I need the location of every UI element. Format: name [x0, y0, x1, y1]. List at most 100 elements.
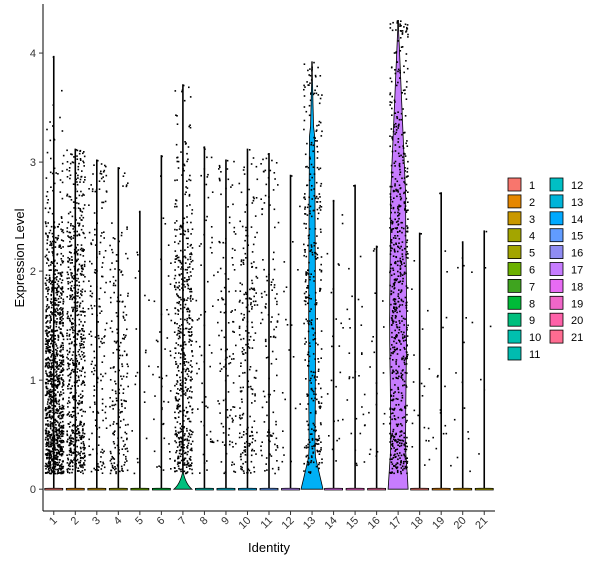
legend-key-5: [507, 245, 522, 260]
legend-key-3: [507, 211, 522, 226]
x-tick-label: 17: [387, 515, 404, 532]
points-4: [109, 167, 129, 475]
legend-label-17: 17: [571, 265, 583, 277]
legend-label-10: 10: [529, 332, 541, 344]
points-21: [478, 230, 492, 455]
y-tick-label: 1: [30, 375, 36, 387]
points-13: [303, 61, 323, 474]
violin-18: [410, 232, 430, 491]
points-9: [216, 159, 237, 475]
legend-label-13: 13: [571, 197, 583, 209]
x-tick-label: 11: [259, 515, 276, 532]
y-axis-title: Expression Level: [12, 208, 27, 307]
x-tick-label: 5: [133, 515, 146, 528]
violin-7: [172, 84, 194, 490]
violin-6: [151, 155, 171, 491]
violin-15: [345, 184, 365, 491]
x-tick-label: 7: [176, 515, 189, 528]
y-tick-label: 2: [30, 266, 36, 278]
violin-14: [324, 199, 343, 491]
x-tick-label: 18: [409, 515, 426, 532]
x-tick-label: 14: [323, 515, 340, 532]
legend-key-20: [549, 312, 564, 327]
points-5: [131, 211, 150, 475]
y-tick-label: 0: [30, 484, 36, 496]
legend-key-4: [507, 228, 522, 243]
points-19: [432, 192, 452, 467]
x-tick-label: 12: [279, 515, 296, 532]
points-18: [411, 233, 431, 466]
x-tick-label: 15: [344, 515, 361, 532]
legend-key-8: [507, 295, 522, 310]
points-6: [152, 155, 173, 471]
legend-label-9: 9: [529, 315, 535, 327]
x-tick-label: 13: [301, 515, 318, 532]
legend-label-5: 5: [529, 248, 535, 260]
x-ticks: 1 2 3 4 5 6 7 8 9 10 11 12 13 14 15 16 17 18 19 20 21: [47, 511, 490, 532]
legend-label-7: 7: [529, 281, 535, 293]
points-11: [260, 153, 280, 475]
legend-key-17: [549, 262, 564, 276]
legend-key-13: [549, 194, 564, 209]
x-tick-label: 8: [198, 515, 211, 528]
legend-label-3: 3: [529, 214, 535, 226]
violin-8: [195, 146, 214, 491]
legend-label-20: 20: [571, 315, 583, 327]
legend-key-16: [549, 245, 564, 260]
y-ticks: 0 1 2 3 4: [30, 48, 43, 496]
points-8: [195, 146, 215, 474]
points-3: [87, 159, 108, 474]
violin-11: [259, 152, 279, 491]
legend-label-2: 2: [529, 197, 535, 209]
legend-key-19: [549, 295, 564, 310]
legend-label-1: 1: [529, 180, 535, 192]
x-tick-label: 2: [69, 515, 82, 528]
legend-key-15: [549, 228, 564, 243]
violin-20: [453, 241, 473, 491]
points-17: [389, 20, 409, 475]
violin-13: [300, 61, 324, 490]
legend-label-6: 6: [529, 265, 535, 277]
violins: [44, 20, 494, 491]
legend-label-8: 8: [529, 298, 535, 310]
legend-key-7: [507, 278, 522, 293]
legend-key-1: [507, 177, 522, 192]
violin-12: [281, 174, 300, 491]
legend-key-18: [549, 278, 564, 293]
legend-key-9: [507, 312, 522, 327]
points-10: [238, 149, 259, 474]
violin-4: [108, 167, 128, 491]
x-tick-label: 16: [366, 515, 383, 532]
y-tick-label: 4: [30, 48, 36, 60]
points-1: [44, 56, 65, 475]
legend-label-12: 12: [571, 180, 583, 192]
violin-21: [474, 230, 494, 491]
legend-key-2: [507, 194, 522, 209]
violin-10: [238, 148, 257, 491]
x-tick-label: 3: [90, 515, 103, 528]
x-axis-title: Identity: [248, 540, 290, 555]
violin-16: [367, 245, 387, 491]
x-tick-label: 19: [430, 515, 447, 532]
x-tick-label: 9: [219, 515, 232, 528]
legend-label-18: 18: [571, 281, 583, 293]
x-tick-label: 10: [236, 515, 253, 532]
legend-key-12: [549, 177, 564, 192]
violin-19: [431, 192, 451, 491]
x-tick-label: 1: [47, 515, 60, 528]
points-15: [346, 185, 366, 467]
legend-label-21: 21: [571, 332, 583, 344]
points-14: [326, 200, 344, 462]
x-tick-label: 21: [473, 515, 490, 532]
points-2: [66, 149, 86, 475]
violin-5: [130, 210, 150, 491]
violin-3: [87, 159, 107, 491]
points-20: [453, 241, 474, 473]
legend-label-16: 16: [571, 248, 583, 260]
points-16: [368, 246, 386, 457]
legend-label-15: 15: [571, 231, 583, 243]
y-tick-label: 3: [30, 157, 36, 169]
legend-key-21: [549, 329, 564, 344]
